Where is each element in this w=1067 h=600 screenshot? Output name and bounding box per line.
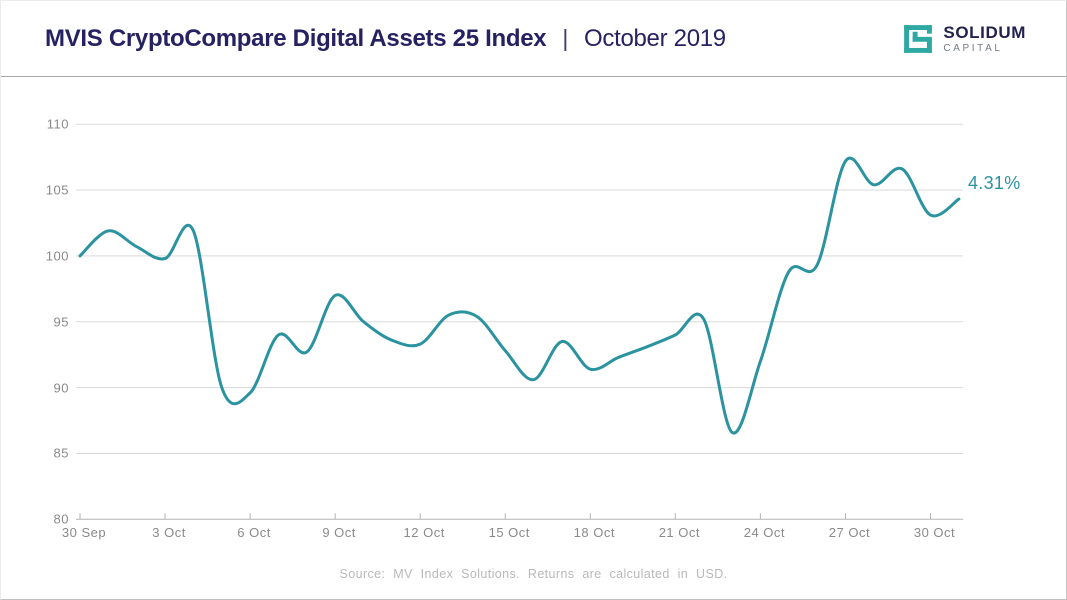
title-separator: | xyxy=(562,24,569,51)
solidum-logo-icon xyxy=(904,24,933,53)
y-axis-tick-label: 85 xyxy=(53,445,69,461)
x-axis-tick-label: 21 Oct xyxy=(658,525,700,540)
index-title: MVIS CryptoCompare Digital Assets 25 Ind… xyxy=(45,24,547,52)
x-axis-tick-label: 6 Oct xyxy=(237,525,271,540)
header: MVIS CryptoCompare Digital Assets 25 Ind… xyxy=(1,1,1066,77)
index-line xyxy=(78,156,961,435)
return-percent-label: 4.31% xyxy=(968,173,1021,193)
logo-text: SOLIDUM CAPITAL xyxy=(943,24,1026,54)
x-axis-tick-label: 18 Oct xyxy=(573,525,615,540)
x-axis-tick-label: 9 Oct xyxy=(322,525,356,540)
x-axis-tick-label: 24 Oct xyxy=(743,525,786,540)
x-axis-tick-label: 30 Sep xyxy=(61,525,107,540)
y-axis-tick-label: 90 xyxy=(53,380,69,396)
title-period: October 2019 xyxy=(584,24,726,52)
solidum-logo: SOLIDUM CAPITAL xyxy=(902,23,1026,55)
source-note: Source: MV Index Solutions. Returns are … xyxy=(339,567,728,581)
y-axis-tick-label: 100 xyxy=(45,248,69,264)
logo-subname: CAPITAL xyxy=(943,42,1003,54)
logo-name: SOLIDUM xyxy=(943,22,1026,42)
x-axis-tick-label: 15 Oct xyxy=(488,525,530,540)
x-axis-tick-label: 12 Oct xyxy=(403,525,445,540)
y-axis-tick-label: 105 xyxy=(45,182,69,198)
y-axis-tick-label: 80 xyxy=(53,511,69,527)
x-axis-tick-label: 3 Oct xyxy=(152,525,186,540)
y-axis-tick-label: 110 xyxy=(46,116,69,132)
y-axis-tick-label: 95 xyxy=(53,314,69,330)
page-title: MVIS CryptoCompare Digital Assets 25 Ind… xyxy=(45,25,726,53)
x-axis-tick-label: 30 Oct xyxy=(913,525,956,540)
x-axis-tick-label: 27 Oct xyxy=(828,525,871,540)
